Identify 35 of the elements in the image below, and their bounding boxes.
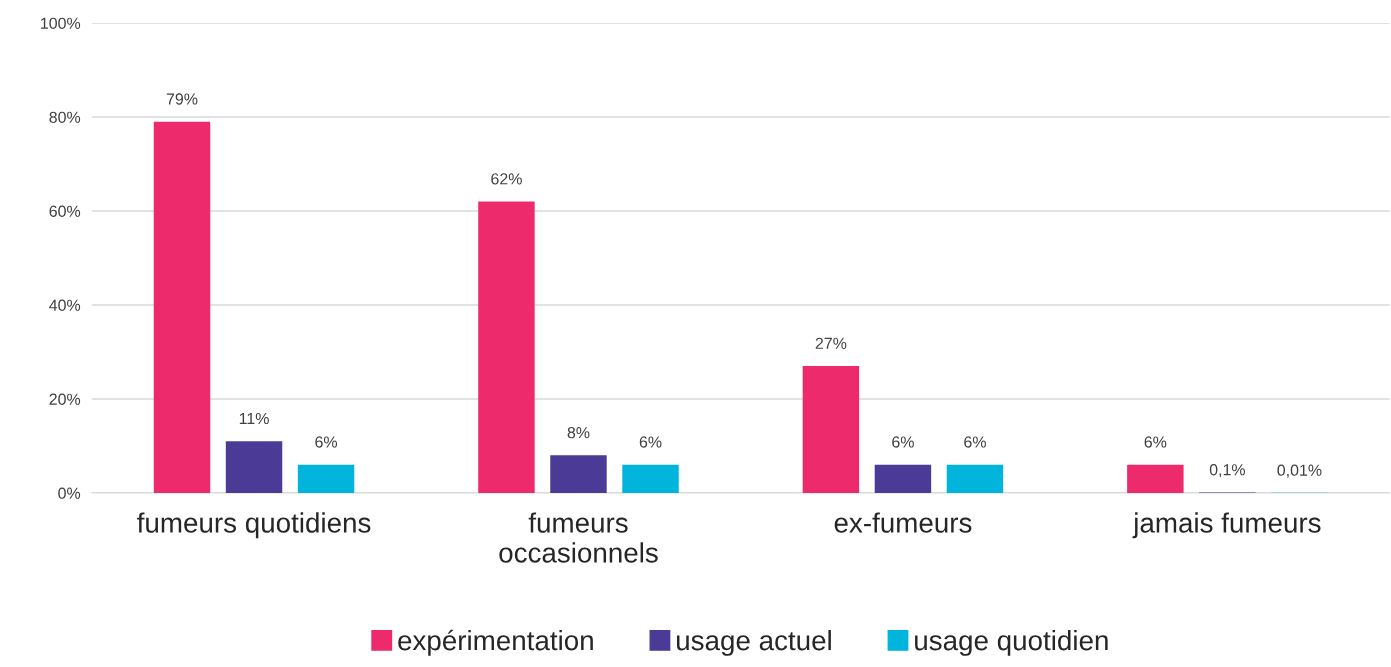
legend-label: usage quotidien [915,629,1108,656]
data-label: 79% [166,93,198,105]
bar [1127,464,1184,493]
data-label: 6% [1144,436,1167,448]
data-label: 11% [239,412,269,425]
y-tick-label: 80% [49,111,81,123]
y-tick-label: 60% [49,205,81,217]
data-label: 8% [567,426,590,439]
data-label: 27% [815,337,847,349]
data-label: 0,01% [1277,464,1322,478]
legend-label: usage actuel [677,629,831,656]
x-tick-label: ex-fumeurs [834,512,972,533]
data-label: 62% [491,173,522,185]
x-tick-label: jamais fumeurs [1132,512,1321,539]
x-tick-label: fumeurs occasionnels [499,512,658,563]
bar [153,121,211,493]
bar [802,366,860,493]
bar [622,464,679,493]
bar [478,201,535,493]
data-label: 6% [892,436,914,448]
data-label: 6% [315,436,338,448]
legend-label: expérimentation [398,629,593,656]
y-tick-label: 40% [49,299,81,311]
y-tick-label: 20% [49,393,81,405]
data-label: 0,1% [1209,464,1246,478]
bar [297,464,355,493]
bar [550,455,607,493]
x-tick-label: fumeurs quotidiens [137,512,371,539]
y-tick-label: 100% [41,17,81,29]
bar [874,464,932,493]
y-tick-label: 0% [58,487,81,499]
bar [946,464,1004,493]
data-label: 6% [964,436,986,448]
data-label: 6% [639,436,662,448]
bar [225,441,283,493]
